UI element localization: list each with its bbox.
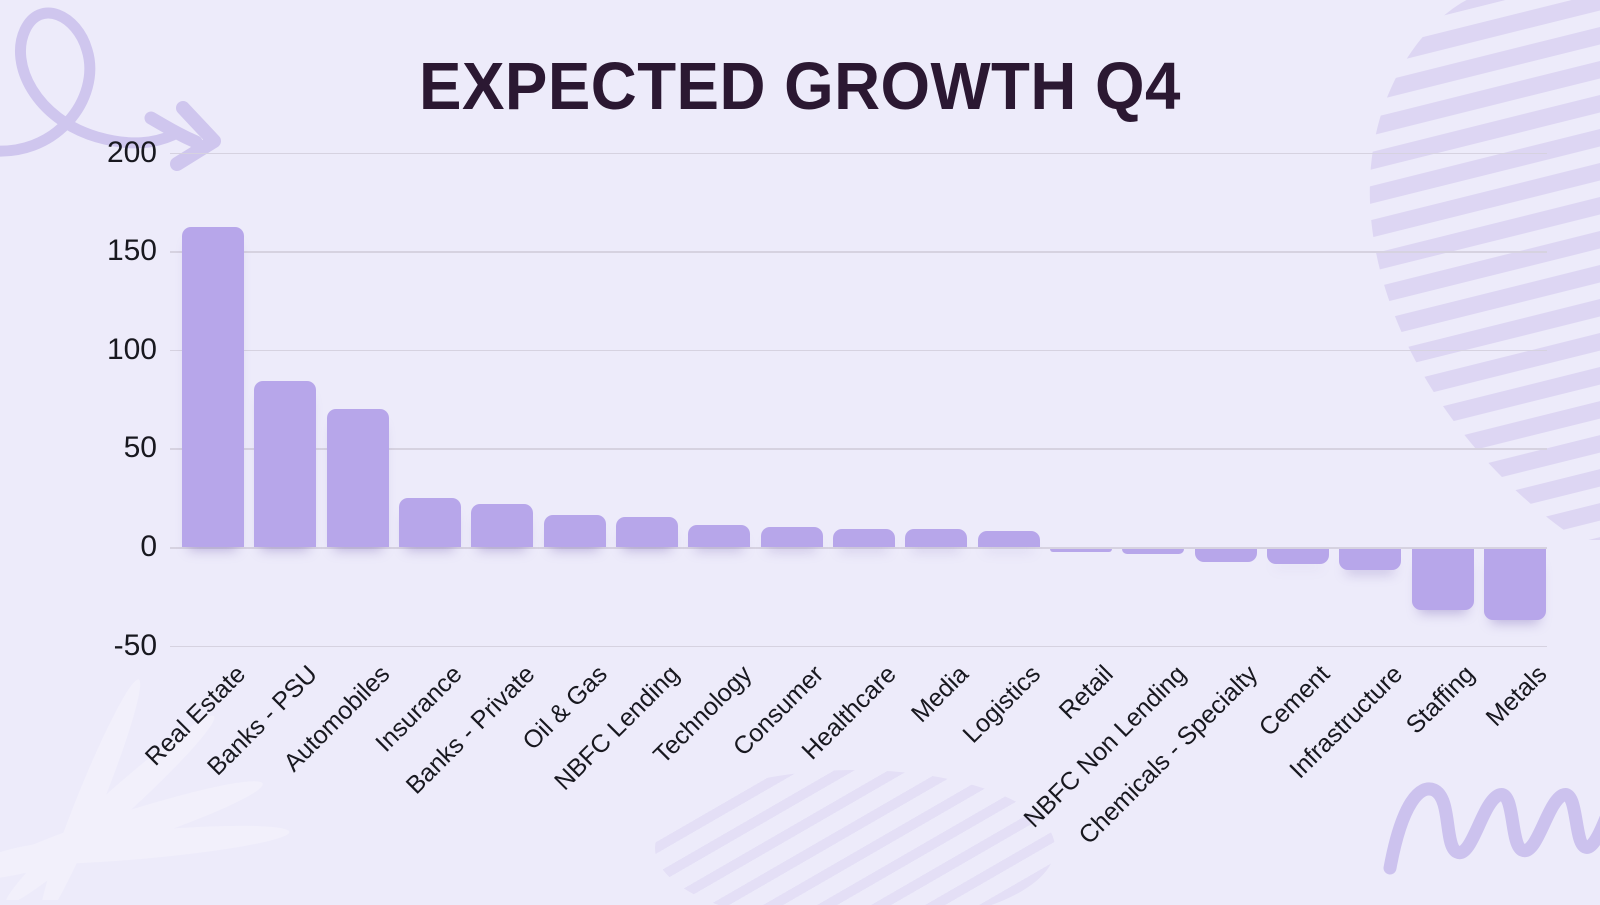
y-axis-tick-label: 150 [106,234,157,268]
x-axis-category-label: NBFC Lending [549,660,685,796]
bar-consumer [760,527,823,547]
bar-real-estate [182,227,244,547]
gridline [170,152,1547,154]
gridline [170,251,1547,253]
gridline [170,547,1547,549]
gridline [170,349,1547,352]
bar-technology [688,525,751,547]
bar-cement [1266,548,1329,565]
bar-nbfc-non-lending [1122,548,1185,555]
bar-retail [1049,548,1112,553]
x-axis-category-label: Staffing [1400,660,1481,740]
bar-healthcare [832,529,895,547]
bar-media [905,529,968,547]
bar-banks-private [471,503,534,547]
gridline [170,645,1547,648]
bar-automobiles [326,408,389,547]
y-axis-tick-label: 200 [106,135,157,169]
bar-infrastructure [1339,548,1402,571]
x-axis-category-label: Metals [1480,660,1553,732]
x-axis-category-label: Logistics [957,660,1047,749]
y-axis-tick-label: 0 [140,530,157,563]
bar-metals [1483,548,1546,620]
bar-banks-psu [254,381,317,547]
bar-chemicals-specialty [1194,548,1257,563]
bar-insurance [398,497,461,547]
x-axis-category-label: Media [906,660,975,728]
y-axis-tick-label: -50 [113,628,157,662]
y-axis-tick-label: 50 [123,431,157,465]
x-axis-category-label: Retail [1053,660,1119,725]
chart-title: EXPECTED GROWTH Q4 [419,49,1181,124]
gridline [170,448,1547,450]
bar-staffing [1411,548,1474,610]
x-axis-category-label: Banks - Private [400,660,541,800]
y-axis-tick-label: 100 [106,332,157,366]
bar-oil-gas [543,515,606,547]
bar-nbfc-lending [615,517,678,547]
bar-logistics [977,531,1040,547]
